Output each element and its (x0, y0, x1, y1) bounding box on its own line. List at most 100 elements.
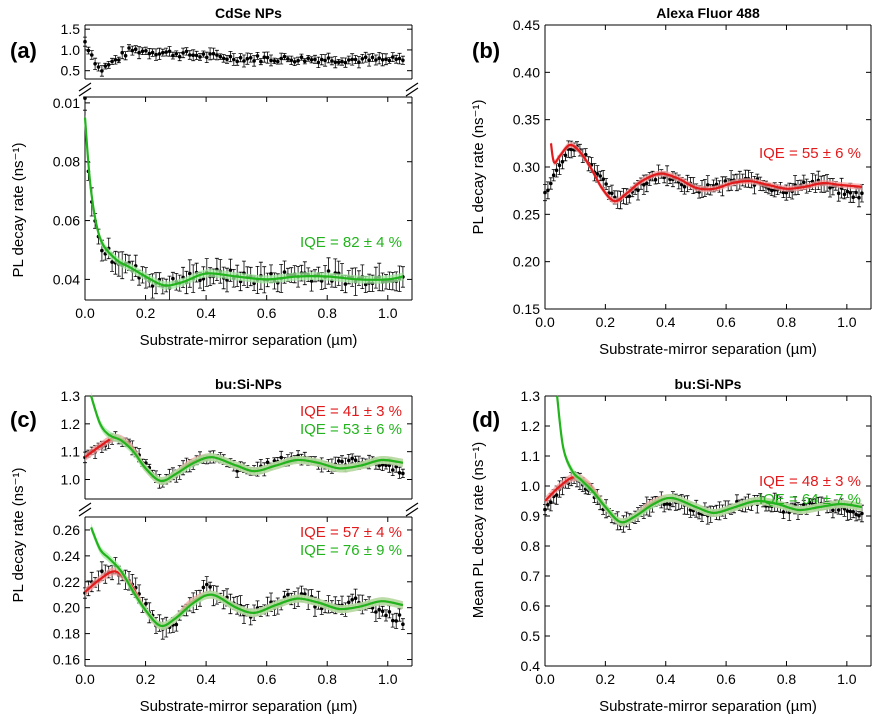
data-point (110, 260, 114, 264)
data-point (194, 53, 199, 58)
data-point (391, 468, 395, 472)
data-point (610, 191, 614, 196)
x-tick-label: 0.8 (777, 314, 797, 330)
data-point (326, 56, 331, 60)
data-point (282, 54, 287, 59)
data-point (340, 459, 344, 464)
data-point (360, 57, 365, 61)
data-point (174, 52, 179, 56)
data-point (123, 53, 128, 58)
panel-title: Alexa Fluor 488 (656, 5, 760, 21)
data-point (279, 56, 284, 61)
data-point (201, 585, 206, 590)
data-point (546, 188, 550, 193)
data-point (265, 55, 270, 60)
iqe-annotation: IQE = 55 ± 6 % (759, 145, 861, 162)
data-point (100, 569, 104, 573)
data-point (286, 57, 290, 61)
y-tick-label: 0.8 (521, 538, 541, 554)
y-axis-label: PL decay rate (ns⁻¹) (470, 100, 487, 235)
data-point (252, 59, 256, 63)
data-point (292, 60, 297, 64)
y-tick-label: 1.1 (61, 444, 81, 460)
data-point (854, 190, 858, 195)
y-tick-label: 1.2 (521, 418, 541, 434)
data-point (842, 192, 847, 197)
data-point (836, 508, 841, 512)
data-point (323, 58, 327, 63)
subplot: 0.0 0.2 0.4 0.6 0.8 1.0 0.16 0.18 0.20 0.22 0.24 0.… (53, 516, 413, 687)
panel-label: (a) (10, 38, 37, 63)
data-point (147, 51, 152, 56)
data-point (103, 64, 108, 68)
data-point (367, 58, 371, 62)
data-point (845, 189, 850, 194)
data-point (854, 512, 858, 517)
data-point (140, 49, 145, 53)
fit-line (556, 395, 863, 524)
data-point (161, 50, 165, 55)
x-tick-label: 1.0 (837, 314, 857, 330)
x-tick-label: 0.8 (317, 671, 337, 687)
data-point (336, 459, 341, 463)
data-point (347, 58, 351, 62)
data-point (370, 55, 375, 60)
y-tick-label: 0.01 (53, 95, 80, 111)
y-tick-label: 0.20 (53, 600, 80, 616)
data-point (232, 57, 236, 62)
data-point (860, 191, 864, 195)
data-point (188, 271, 192, 276)
data-point (353, 57, 358, 62)
data-point (554, 493, 559, 497)
data-point (401, 58, 405, 63)
data-point (326, 269, 331, 273)
y-axis-label: PL decay rate (ns⁻¹) (10, 468, 27, 603)
panel-label: (d) (472, 407, 500, 432)
data-point (211, 51, 216, 56)
x-tick-label: 0.4 (196, 671, 216, 687)
data-point (245, 56, 250, 61)
data-point (279, 455, 284, 460)
data-point (380, 609, 385, 613)
data-point (350, 598, 355, 602)
iqe-annotation: IQE = 53 ± 6 % (300, 421, 402, 438)
data-point (851, 195, 855, 199)
data-point (313, 57, 317, 62)
data-point (208, 52, 212, 56)
iqe-annotation: IQE = 48 ± 3 % (759, 473, 861, 490)
y-tick-label: 1.2 (61, 416, 81, 432)
subplot: 1.0 1.1 1.2 1.3 IQE = 41 ± 3 %IQE = 53 ± 6 % (61, 388, 419, 517)
data-point (549, 181, 553, 186)
data-point (336, 60, 341, 64)
panel-title: bu:Si-NPs (675, 376, 742, 392)
data-point (262, 55, 267, 59)
data-point (851, 510, 855, 514)
y-axis-label: Mean PL decay rate (ns⁻¹) (470, 442, 487, 619)
x-tick-label: 0.0 (75, 305, 95, 321)
data-point (265, 460, 270, 465)
data-point (845, 509, 850, 513)
panel-d: (d) bu:Si-NPs Substrate-mirror separation … (470, 376, 872, 715)
data-point (303, 59, 307, 64)
y-tick-label: 0.5 (61, 63, 81, 79)
data-point (208, 585, 212, 589)
data-point (653, 177, 658, 182)
data-point (601, 177, 605, 181)
data-point (272, 59, 277, 63)
data-point (137, 50, 141, 55)
x-tick-label: 0.6 (716, 671, 736, 687)
data-point (353, 458, 358, 463)
data-point (662, 502, 666, 507)
axis-break-mark (405, 502, 419, 517)
data-point (350, 57, 355, 62)
data-point (645, 181, 649, 186)
y-tick-label: 0.5 (521, 628, 541, 644)
data-point (150, 50, 155, 55)
data-point (340, 59, 344, 64)
data-point (401, 471, 405, 476)
iqe-annotation: IQE = 64 ± 7 % (759, 491, 861, 508)
data-point (384, 613, 388, 618)
data-point (384, 463, 388, 468)
axis-break-mark (78, 502, 92, 517)
y-tick-label: 1.1 (521, 448, 541, 464)
